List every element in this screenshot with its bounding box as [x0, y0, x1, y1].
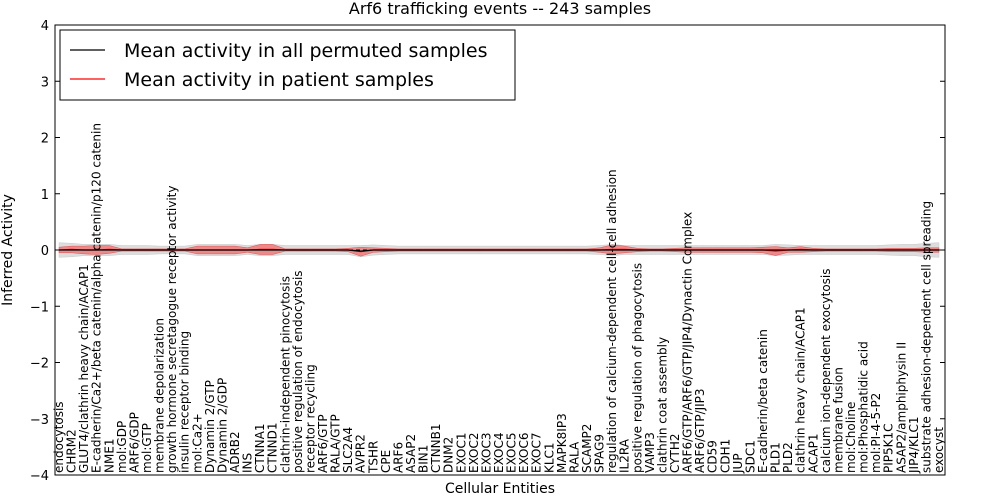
- category-label: positive regulation of endocytosis: [291, 270, 305, 473]
- category-label: exocyst: [932, 427, 946, 473]
- category-label: positive regulation of phagocytosis: [630, 263, 644, 473]
- category-label: membrane depolarization: [153, 318, 167, 473]
- y-tick-label: −3: [30, 413, 49, 428]
- category-label: calcium ion-dependent exocytosis: [819, 269, 833, 474]
- y-tick-label: 1: [41, 188, 49, 203]
- category-label: CTNND1: [266, 422, 280, 473]
- category-label: substrate adhesion-dependent cell spread…: [919, 201, 933, 473]
- category-label: SPAG9: [593, 434, 607, 473]
- category-label: CYTH2: [668, 434, 682, 474]
- category-label: EXOC6: [517, 433, 531, 474]
- category-label: GLUT4/clathrin heavy chain/ACAP1: [77, 264, 91, 473]
- category-label: receptor recycling: [303, 364, 317, 473]
- category-label: JIP4/KLC1: [907, 416, 921, 474]
- category-label: clathrin heavy chain/ACAP1: [794, 307, 808, 473]
- category-label: PIP5K1C: [882, 423, 896, 473]
- y-tick-label: 3: [41, 75, 49, 90]
- category-label: AVPR2: [354, 434, 368, 473]
- category-label: Dynamin 2/GDP: [215, 378, 229, 473]
- category-label: clathrin-independent pinocytosis: [278, 276, 292, 473]
- category-label: CD59: [706, 440, 720, 473]
- y-axis-label: Inferred Activity: [0, 194, 16, 306]
- legend: Mean activity in all permuted samples Me…: [59, 29, 516, 101]
- category-label: insulin receptor binding: [178, 331, 192, 473]
- category-label: PLD1: [769, 442, 783, 473]
- category-label: EXOC1: [454, 433, 468, 474]
- category-label: PLD2: [781, 442, 795, 473]
- category-label: JUP: [731, 453, 745, 474]
- category-label: MAPK8IP3: [555, 413, 569, 473]
- category-label: TSHR: [366, 441, 380, 474]
- category-label: mol:Phosphatidic acid: [857, 341, 871, 473]
- y-tick-label: 4: [41, 19, 49, 34]
- category-label: BIN1: [417, 445, 431, 473]
- category-label: RALA/GTP: [329, 414, 343, 473]
- series-lines: [55, 248, 945, 253]
- category-label: CHRM2: [65, 429, 79, 473]
- category-label: SCAMP2: [580, 424, 594, 473]
- category-label: RALA: [567, 441, 581, 473]
- category-label: regulation of calcium-dependent cell-cel…: [605, 169, 619, 473]
- category-label: VAMP3: [643, 432, 657, 473]
- category-label: CTNNA1: [253, 423, 267, 473]
- category-label: ASAP2/amphiphysin II: [894, 342, 908, 473]
- category-label: DNM2: [442, 437, 456, 473]
- category-label: EXOC4: [492, 433, 506, 474]
- category-label: ARF6/GTP/JIP3: [693, 388, 707, 473]
- category-label: ARF6/GTP/ARF6/GTP/JIP4/Dynactin Complex: [681, 212, 695, 473]
- category-label: CPE: [379, 450, 393, 473]
- category-label: ARF6: [391, 442, 405, 473]
- category-label: ADRB2: [228, 431, 242, 473]
- category-label: EXOC2: [467, 433, 481, 474]
- category-label: mol:GDP: [115, 421, 129, 473]
- category-label: clathrin coat assembly: [655, 337, 669, 473]
- category-label: Dynamin 2/GTP: [203, 380, 217, 473]
- category-label: SLC2A4: [341, 427, 355, 473]
- legend-label-patient: Mean activity in patient samples: [124, 69, 434, 91]
- permuted-mean-line: [59, 249, 939, 252]
- category-label: INS: [241, 453, 255, 473]
- category-label: EXOC3: [479, 433, 493, 474]
- y-tick-label: −1: [30, 300, 49, 315]
- y-tick-label: 0: [41, 244, 49, 259]
- category-label: mol:Ca2+: [190, 413, 204, 473]
- category-label: membrane fusion: [831, 367, 845, 473]
- x-axis-label: Cellular Entities: [445, 481, 555, 497]
- category-label: mol:PI-4-5-P2: [869, 393, 883, 473]
- category-label: ARF6/GDP: [127, 412, 141, 473]
- category-label: ACAP1: [806, 434, 820, 473]
- category-label: NME1: [102, 438, 116, 473]
- chart-title: Arf6 trafficking events -- 243 samples: [349, 0, 651, 18]
- category-label: CDH1: [718, 439, 732, 473]
- category-label: IL2RA: [618, 438, 632, 473]
- legend-label-permuted: Mean activity in all permuted samples: [124, 40, 487, 62]
- y-tick-label: −2: [30, 357, 49, 372]
- category-label: ARF6/GTP: [316, 414, 330, 473]
- category-label: E-cadherin/beta catenin: [756, 329, 770, 473]
- y-tick-label: 2: [41, 132, 49, 147]
- y-tick-label: −4: [30, 469, 49, 484]
- category-label: EXOC5: [505, 433, 519, 474]
- category-label: mol:Choline: [844, 402, 858, 473]
- category-label: growth hormone secretagogue receptor act…: [165, 186, 179, 473]
- category-label: KLC1: [542, 442, 556, 473]
- category-label: EXOC7: [530, 433, 544, 474]
- category-label: SDC1: [743, 440, 757, 473]
- category-label: mol:GTP: [140, 423, 154, 473]
- category-label: ASAP2: [404, 434, 418, 473]
- plot-frame: [54, 24, 946, 476]
- category-label: E-cadherin/Ca2+/beta catenin/alpha caten…: [90, 123, 104, 473]
- legend-box: [59, 29, 516, 101]
- category-label: CTNNB1: [429, 423, 443, 473]
- y-axis: −4 −3 −2 −1 0 1 2 3 4: [30, 19, 945, 484]
